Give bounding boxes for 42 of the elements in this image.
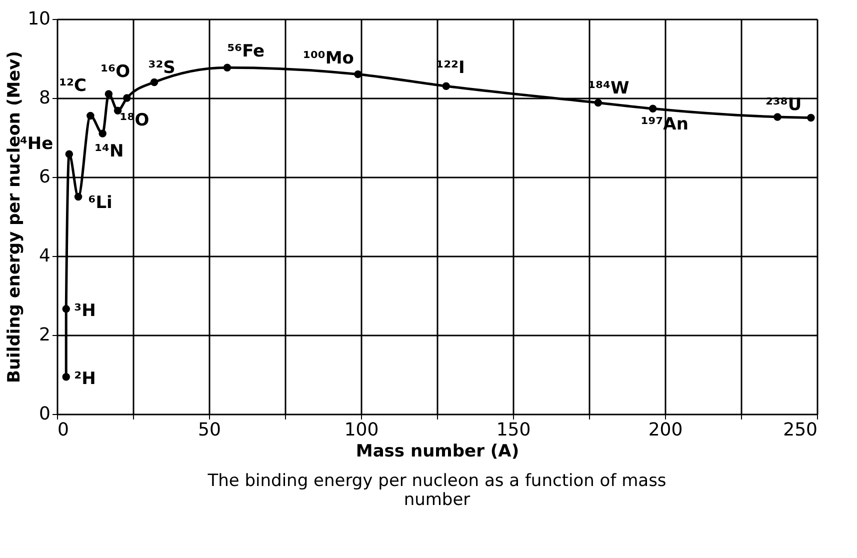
point [65,150,74,158]
point [114,106,122,115]
y-tick-label: 0 [39,404,50,424]
x-tick-label: 100 [344,420,379,440]
point [442,82,450,90]
point [354,70,362,78]
y-tick-label: 10 [28,8,50,30]
annotation: ¹²²I [436,58,465,78]
point [104,90,113,98]
annotation: ⁵⁶Fe [227,42,265,62]
x-tick-label: 150 [496,420,531,440]
text: The binding energy per nucleon as a function of mass number [206,471,666,510]
annotation: ¹⁶O [100,62,130,82]
y-tick-label: 4 [39,246,50,266]
point [223,64,232,72]
point [62,305,70,313]
point [86,112,94,120]
point [123,94,131,102]
annotation: ⁶Li [88,192,112,213]
y-tick-label: 2 [39,324,50,346]
point [774,113,782,121]
point [594,98,602,107]
point [150,78,158,86]
point [74,192,82,201]
annotation: ¹⁰⁰Mo [303,48,354,68]
y-tick-label: 6 [39,166,50,188]
x-tick-label: 0 [58,420,69,440]
x-tick-label: 200 [648,420,683,440]
x-axis-title: Mass number (A) [356,442,520,462]
annotation: ¹⁴N [94,142,124,162]
point [62,373,70,381]
annotation: ³²S [148,58,176,78]
x-tick-label: 50 [198,420,221,440]
point [648,104,657,113]
point [98,130,106,138]
x-tick-label: 250 [783,420,818,440]
y-tick-label: 8 [39,88,50,108]
annotation: ³H [74,300,96,321]
annotation: ²H [74,368,96,389]
point [807,114,815,122]
annotation: ¹⁸⁴W [588,78,630,99]
annotation: ¹²C [59,76,86,96]
